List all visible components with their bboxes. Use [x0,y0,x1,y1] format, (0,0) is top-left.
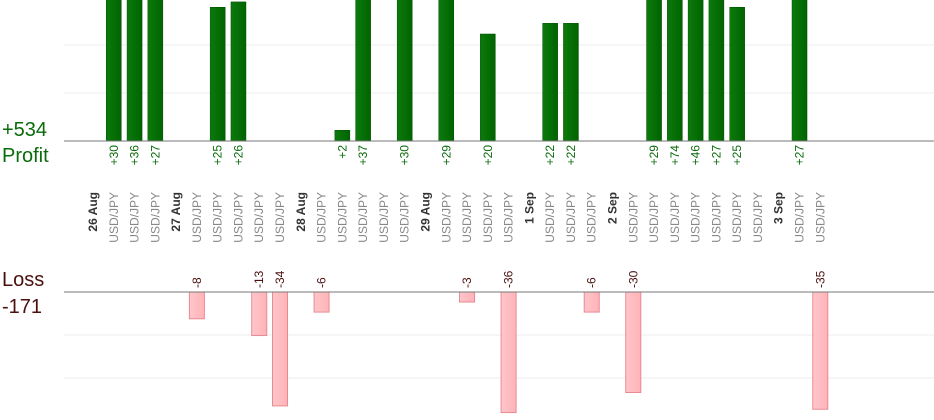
instrument-label: USD/JPY [107,192,121,243]
loss-bar [625,291,642,393]
loss-bar [583,291,600,313]
profit-bar [708,0,725,142]
instrument-label: USD/JPY [709,192,723,243]
loss-bar [459,291,476,303]
profit-value-label: +27 [148,145,162,166]
profit-value-label: +30 [107,145,121,166]
instrument-label: USD/JPY [439,192,453,243]
profit-value-label: +30 [398,145,412,166]
instrument-label: USD/JPY [335,192,349,243]
profit-bar [646,0,662,142]
instrument-label: USD/JPY [813,192,827,243]
instrument-label: USD/JPY [730,192,744,243]
profit-value-label: +25 [211,145,225,166]
instrument-label: USD/JPY [252,192,266,243]
loss-bar [272,291,289,407]
instrument-label: USD/JPY [481,192,495,243]
profit-value-label: +22 [543,145,557,166]
profit-bar [147,0,164,142]
profit-value-label: +25 [730,145,744,166]
profit-value-label: +37 [356,145,370,166]
instrument-label: USD/JPY [751,192,765,243]
loss-value-label: -13 [252,270,266,288]
profit-bar [729,7,745,142]
instrument-label: USD/JPY [460,192,474,243]
bars [106,0,829,414]
profit-value-label: +2 [335,145,349,159]
profit-bar [126,0,143,142]
profit-value-label: +29 [647,145,661,166]
profit-bar [396,0,413,142]
profit-bar [355,0,371,142]
profit-value-label: +29 [439,145,453,166]
profit-bar [791,0,808,142]
profit-value-label: +46 [689,145,703,166]
profit-bar [230,1,247,142]
loss-value-label: -30 [626,270,640,288]
profit-bar [438,0,455,142]
loss-bar [500,291,517,414]
loss-value-label: -8 [190,277,204,288]
instrument-label: USD/JPY [190,192,204,243]
instrument-label: USD/JPY [231,192,245,243]
profit-bar [480,33,496,142]
total-loss-value: -171 [2,296,43,318]
loss-value-label: -6 [315,277,329,288]
instrument-label: USD/JPY [315,192,329,243]
total-profit-value: +534 [2,119,48,141]
loss-bar [188,291,205,320]
profit-bar [687,0,704,142]
loss-value-label: -36 [502,270,516,288]
instrument-label: USD/JPY [377,192,391,243]
instrument-label: USD/JPY [647,192,661,243]
instrument-label: USD/JPY [356,192,370,243]
instrument-label: USD/JPY [148,192,162,243]
date-label: 29 Aug [418,192,432,232]
date-label: 27 Aug [169,192,183,232]
instrument-label: USD/JPY [668,192,682,243]
date-label: 1 Sep [522,192,536,224]
labels: 26 Aug USD/JPY +30 USD/JPY +36 USD/JPY +27 27 A… [86,145,827,288]
instrument-label: USD/JPY [128,192,142,243]
profit-bar [667,0,683,142]
instrument-label: USD/JPY [585,192,599,243]
date-label: 28 Aug [294,192,308,232]
date-label: 2 Sep [606,192,620,224]
profit-value-label: +74 [668,145,682,166]
profit-value-label: +20 [481,145,495,166]
loss-bar [251,291,268,337]
instrument-label: USD/JPY [689,192,703,243]
loss-label: Loss [2,269,45,291]
axes [64,140,934,293]
instrument-label: USD/JPY [543,192,557,243]
profit-value-label: +36 [128,145,142,166]
profit-label: Profit [2,145,49,167]
date-label: 3 Sep [772,192,786,224]
profit-value-label: +27 [709,145,723,166]
date-label: 26 Aug [86,192,100,232]
profit-value-label: +26 [231,145,245,166]
instrument-label: USD/JPY [793,192,807,243]
loss-value-label: -6 [585,277,599,288]
instrument-label: USD/JPY [502,192,516,243]
profit-bar [209,7,226,142]
profit-bar [334,130,351,142]
instrument-label: USD/JPY [564,192,578,243]
profit-bar [563,23,579,142]
instrument-label: USD/JPY [398,192,412,243]
gridlines [64,44,934,379]
loss-bar [313,291,330,313]
profit-value-label: +27 [793,145,807,166]
profit-bar [106,0,122,142]
profit-bar [542,23,558,142]
loss-value-label: -34 [273,270,287,288]
loss-value-label: -35 [813,270,827,288]
instrument-label: USD/JPY [626,192,640,243]
loss-bar [812,291,829,410]
instrument-label: USD/JPY [211,192,225,243]
instrument-label: USD/JPY [273,192,287,243]
profit-value-label: +22 [564,145,578,166]
loss-value-label: -3 [460,277,474,288]
